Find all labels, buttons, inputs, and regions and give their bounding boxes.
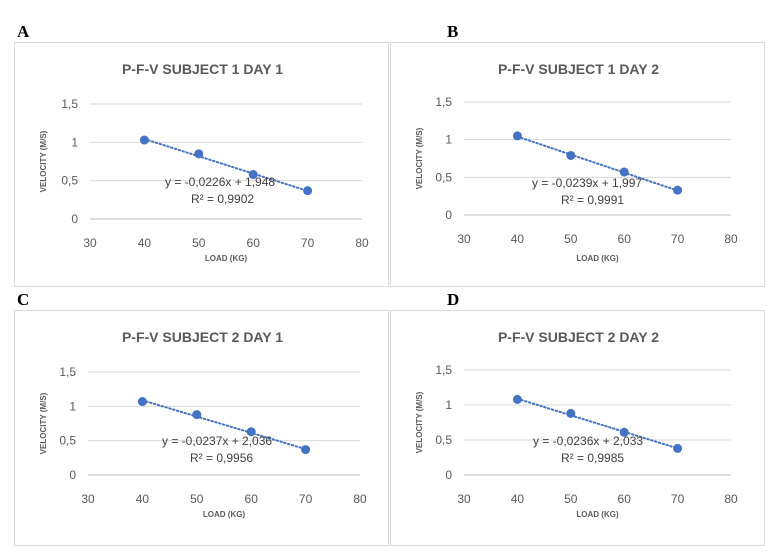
data-point (566, 150, 576, 160)
data-point (512, 394, 522, 404)
y-tick-label: 0 (69, 468, 76, 482)
x-axis-title: LOAD (KG) (205, 254, 248, 263)
y-tick-label: 1 (445, 398, 452, 412)
chart-title: P-F-V SUBJECT 1 DAY 1 (122, 61, 283, 77)
chart-subject2-day2: P-F-V SUBJECT 2 DAY 2 0 0,5 1 1,5 30 40 50 60 70 8… (390, 310, 765, 546)
x-tick-label: 50 (190, 492, 204, 506)
trendline (141, 399, 307, 451)
x-tick-label: 80 (355, 236, 369, 250)
y-axis-title: VELOCITY (M/S) (39, 392, 48, 454)
data-point (139, 135, 149, 145)
data-point (137, 397, 147, 407)
data-point (194, 149, 204, 159)
panel-letter-b: B (447, 22, 459, 41)
panel-letter-c: C (17, 290, 30, 309)
x-tick-label: 50 (192, 236, 206, 250)
x-tick-label: 60 (245, 492, 259, 506)
x-tick-label: 60 (618, 492, 632, 506)
chart-title: P-F-V SUBJECT 2 DAY 1 (122, 329, 283, 345)
x-tick-label: 30 (81, 492, 95, 506)
chart-svg: P-F-V SUBJECT 1 DAY 2 0 0,5 1 1,5 30 40 50 60 70 8… (415, 61, 738, 263)
x-axis-title: LOAD (KG) (203, 510, 246, 519)
data-point (673, 443, 683, 453)
x-tick-label: 50 (564, 492, 578, 506)
y-tick-label: 0,5 (59, 434, 76, 448)
panel-letter-d: D (447, 290, 460, 309)
x-tick-label: 80 (724, 232, 738, 246)
chart-title: P-F-V SUBJECT 2 DAY 2 (498, 329, 659, 345)
data-point (619, 427, 629, 437)
y-axis-title: VELOCITY (M/S) (39, 130, 48, 192)
data-point (512, 131, 522, 141)
y-axis-title: VELOCITY (M/S) (415, 391, 424, 453)
panel-letter-a: A (17, 22, 30, 41)
x-tick-label: 70 (671, 232, 685, 246)
data-point (619, 167, 629, 177)
x-axis-title: LOAD (KG) (576, 510, 619, 519)
trendline-equation: y = -0,0226x + 1,948 (165, 175, 275, 189)
x-tick-label: 40 (138, 236, 152, 250)
trendline (143, 137, 309, 192)
y-tick-label: 1,5 (61, 97, 78, 111)
y-tick-label: 1 (71, 135, 78, 149)
x-tick-label: 60 (247, 236, 261, 250)
y-tick-label: 0 (71, 212, 78, 226)
trendline-equation: y = -0,0237x + 2,036 (162, 434, 272, 448)
x-tick-label: 70 (671, 492, 685, 506)
x-tick-label: 60 (618, 232, 632, 246)
data-point (303, 186, 313, 196)
y-tick-label: 1,5 (435, 95, 452, 109)
data-point (301, 445, 311, 455)
data-point (192, 410, 202, 420)
chart-svg: P-F-V SUBJECT 1 DAY 1 0 0,5 1 1,5 30 40 50 60 70 8… (39, 61, 369, 263)
x-tick-label: 30 (457, 232, 471, 246)
y-tick-label: 1,5 (435, 363, 452, 377)
trendline-equation: y = -0,0239x + 1,997 (532, 176, 642, 190)
y-tick-label: 1 (69, 399, 76, 413)
r-squared-label: R² = 0,9956 (190, 451, 253, 465)
data-point (566, 408, 576, 418)
x-axis-title: LOAD (KG) (576, 254, 619, 263)
chart-subject1-day1: P-F-V SUBJECT 1 DAY 1 0 0,5 1 1,5 30 40 50 60 70 8… (14, 42, 389, 287)
trendline-equation: y = -0,0236x + 2,033 (533, 434, 643, 448)
x-tick-label: 40 (511, 492, 525, 506)
y-tick-label: 0 (445, 208, 452, 222)
x-tick-label: 80 (353, 492, 367, 506)
y-axis-title: VELOCITY (M/S) (415, 127, 424, 189)
x-tick-label: 40 (136, 492, 150, 506)
y-tick-label: 1 (445, 133, 452, 147)
chart-title: P-F-V SUBJECT 1 DAY 2 (498, 61, 659, 77)
y-tick-label: 0,5 (435, 170, 452, 184)
y-tick-label: 0,5 (61, 174, 78, 188)
y-tick-label: 0 (445, 468, 452, 482)
x-tick-label: 40 (511, 232, 525, 246)
r-squared-label: R² = 0,9991 (561, 193, 624, 207)
trendline (516, 135, 679, 192)
x-tick-label: 70 (299, 492, 313, 506)
y-tick-label: 1,5 (59, 365, 76, 379)
trendline (516, 397, 679, 450)
x-tick-label: 30 (457, 492, 471, 506)
x-tick-label: 80 (724, 492, 738, 506)
x-tick-label: 50 (564, 232, 578, 246)
chart-subject1-day2: P-F-V SUBJECT 1 DAY 2 0 0,5 1 1,5 30 40 50 60 70 8… (390, 42, 765, 287)
x-tick-label: 30 (83, 236, 97, 250)
chart-svg: P-F-V SUBJECT 2 DAY 1 0 0,5 1 1,5 30 40 50 60 70 8… (39, 329, 367, 519)
data-point (246, 427, 256, 437)
chart-subject2-day1: P-F-V SUBJECT 2 DAY 1 0 0,5 1 1,5 30 40 50 60 70 8… (14, 310, 389, 546)
data-point (248, 170, 258, 180)
data-point (673, 185, 683, 195)
r-squared-label: R² = 0,9985 (561, 451, 624, 465)
r-squared-label: R² = 0,9902 (191, 192, 254, 206)
x-tick-label: 70 (301, 236, 315, 250)
chart-svg: P-F-V SUBJECT 2 DAY 2 0 0,5 1 1,5 30 40 50 60 70 8… (415, 329, 738, 519)
y-tick-label: 0,5 (435, 433, 452, 447)
